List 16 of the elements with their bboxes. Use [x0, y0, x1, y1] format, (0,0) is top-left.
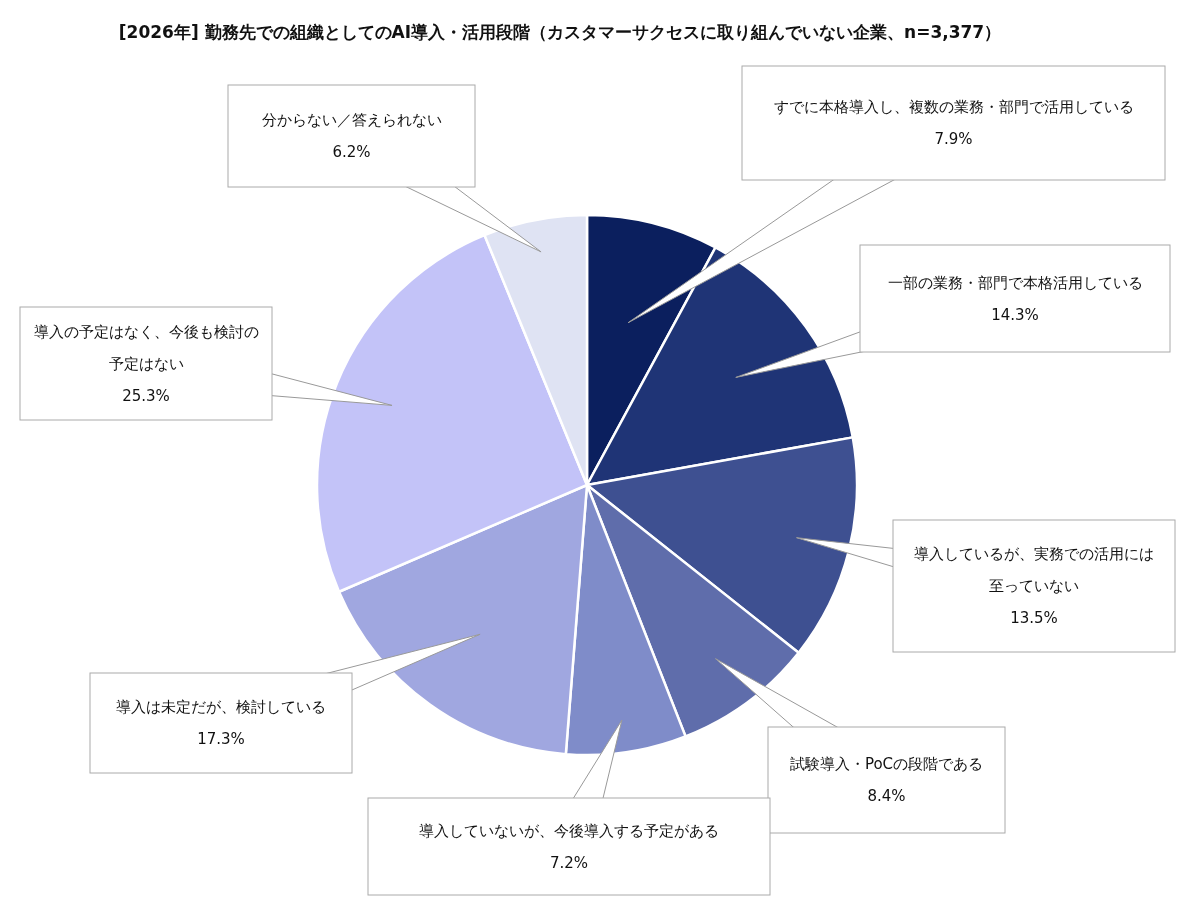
- slice-label: すでに本格導入し、複数の業務・部門で活用している: [773, 98, 1134, 116]
- data-label: 7.9%: [934, 130, 973, 148]
- slice-label: 導入しているが、実務での活用には至っていない: [914, 545, 1154, 595]
- data-label: 7.2%: [549, 853, 589, 872]
- data-label: 8.4%: [867, 787, 906, 805]
- data-label: 14.3%: [991, 305, 1039, 324]
- data-label: 13.5%: [1010, 609, 1058, 627]
- chart-title: [2026年] 勤務先での組織としてのAI導入・活用段階（カスタマーサクセスに取り組んでいない企業、n=3,377）: [118, 22, 1002, 42]
- slice-label: 導入は未定だが、検討している: [116, 698, 326, 716]
- slice-label: 一部の業務・部門で本格活用している: [887, 273, 1143, 292]
- data-label: 17.3%: [197, 730, 245, 748]
- slice-label: 導入の予定はなく、今後も検討の予定はない: [33, 322, 259, 373]
- slice-label: 試験導入・PoCの段階である: [789, 755, 984, 773]
- data-label: 6.2%: [332, 143, 371, 161]
- slice-label: 分からない／答えられない: [261, 111, 442, 129]
- data-label: 25.3%: [122, 386, 170, 405]
